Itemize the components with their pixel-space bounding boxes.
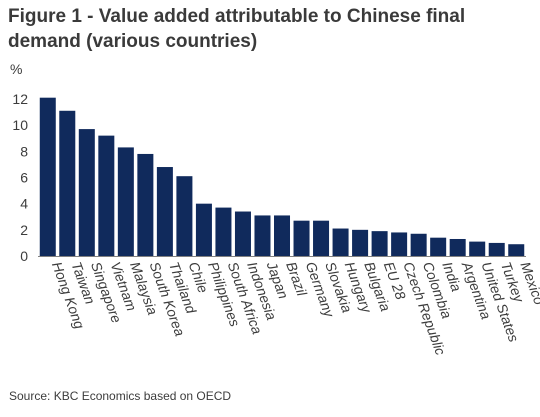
y-tick-label: 10	[12, 117, 28, 133]
bar	[117, 147, 134, 256]
bar	[98, 135, 115, 256]
y-tick-label: 12	[12, 91, 28, 107]
bar	[430, 237, 447, 256]
bar	[332, 228, 349, 256]
bar	[371, 231, 388, 256]
bar	[176, 176, 193, 256]
bar	[137, 153, 154, 256]
y-tick-label: 2	[20, 222, 28, 238]
bar	[391, 232, 408, 256]
y-tick-label: 0	[20, 248, 28, 264]
bar	[352, 229, 369, 256]
source-note: Source: KBC Economics based on OECD	[9, 389, 232, 403]
bar	[508, 244, 525, 256]
y-axis-unit-label: %	[10, 61, 22, 77]
bar	[254, 215, 271, 256]
bar	[59, 110, 76, 256]
bar	[488, 242, 505, 256]
y-axis-ticks: 0 2 4 6 8 10 12	[12, 91, 28, 264]
bar	[156, 167, 173, 256]
bar	[234, 211, 251, 256]
bar	[195, 203, 212, 256]
bar	[469, 241, 486, 256]
bar	[293, 220, 310, 256]
bar	[78, 129, 95, 256]
chart-title: Figure 1 - Value added attributable to C…	[8, 6, 466, 52]
bars	[39, 97, 525, 256]
bar	[215, 207, 232, 256]
y-tick-label: 8	[20, 143, 28, 159]
y-tick-label: 4	[20, 196, 28, 212]
bar	[39, 97, 56, 256]
bar	[313, 220, 330, 256]
bar	[274, 215, 291, 256]
y-tick-label: 6	[20, 170, 28, 186]
bar	[410, 233, 427, 256]
bar	[449, 238, 466, 256]
x-axis-labels: Hong KongTaiwanSingaporeVietnamMalaysiaS…	[49, 259, 540, 358]
